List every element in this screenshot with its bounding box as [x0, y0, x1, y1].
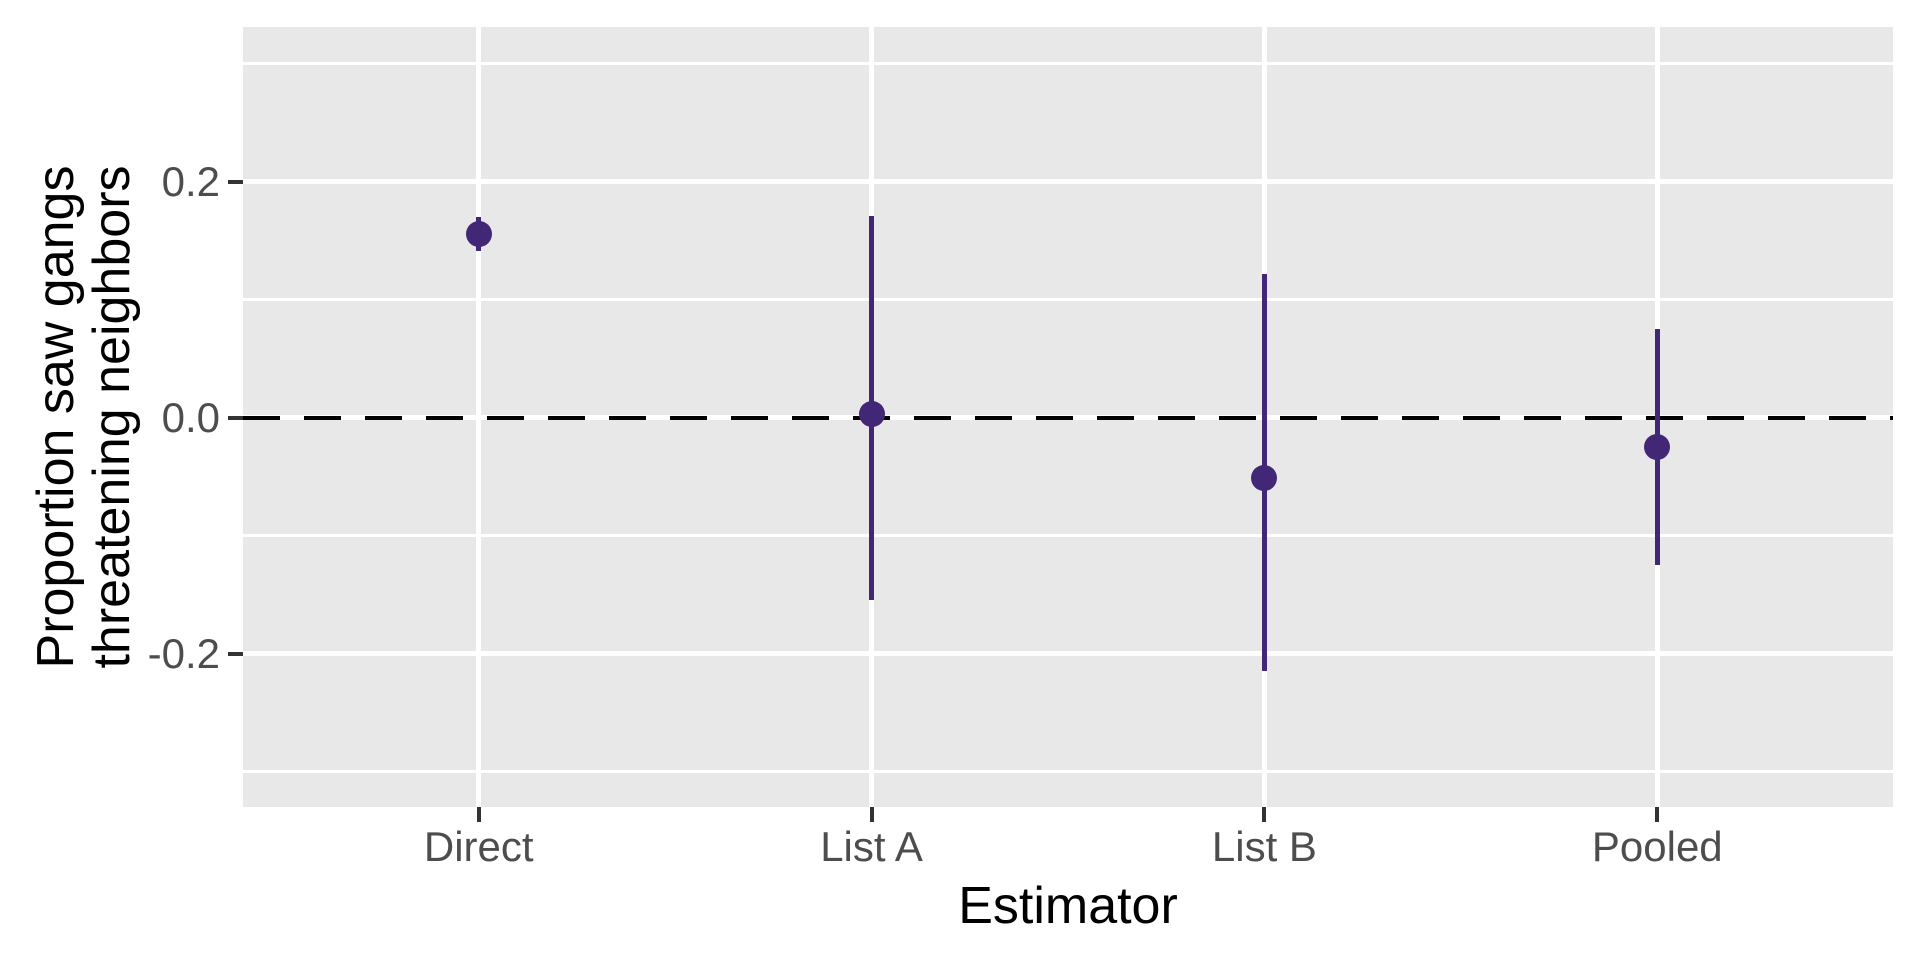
zero-reference-line — [243, 415, 1893, 420]
gridline-major — [243, 651, 1893, 657]
estimate-point-list-a — [858, 401, 885, 428]
y-tick-mark — [228, 415, 243, 420]
gridline-minor — [243, 770, 1893, 774]
x-axis-title: Estimator — [958, 877, 1178, 935]
gridline-major — [243, 179, 1893, 185]
estimate-point-direct — [465, 220, 492, 247]
estimate-point-list-b — [1251, 464, 1278, 491]
y-tick-mark — [228, 179, 243, 184]
x-tick-label: List B — [1211, 823, 1317, 870]
plot-panel — [243, 27, 1893, 807]
x-tick-mark — [869, 807, 874, 822]
x-tick-mark — [1655, 807, 1660, 822]
y-tick-label: -0.2 — [147, 629, 220, 677]
estimate-point-pooled — [1644, 434, 1671, 461]
y-tick-label: 0.0 — [161, 393, 220, 441]
x-tick-label: List A — [820, 823, 923, 870]
gridline-minor — [243, 534, 1893, 538]
gridline-minor — [243, 62, 1893, 66]
y-tick-label: 0.2 — [161, 157, 220, 205]
x-tick-mark — [476, 807, 481, 822]
x-tick-mark — [1262, 807, 1267, 822]
x-tick-label: Pooled — [1591, 823, 1723, 870]
gridline-minor — [243, 298, 1893, 302]
y-tick-mark — [228, 651, 243, 656]
x-tick-label: Direct — [423, 823, 534, 870]
